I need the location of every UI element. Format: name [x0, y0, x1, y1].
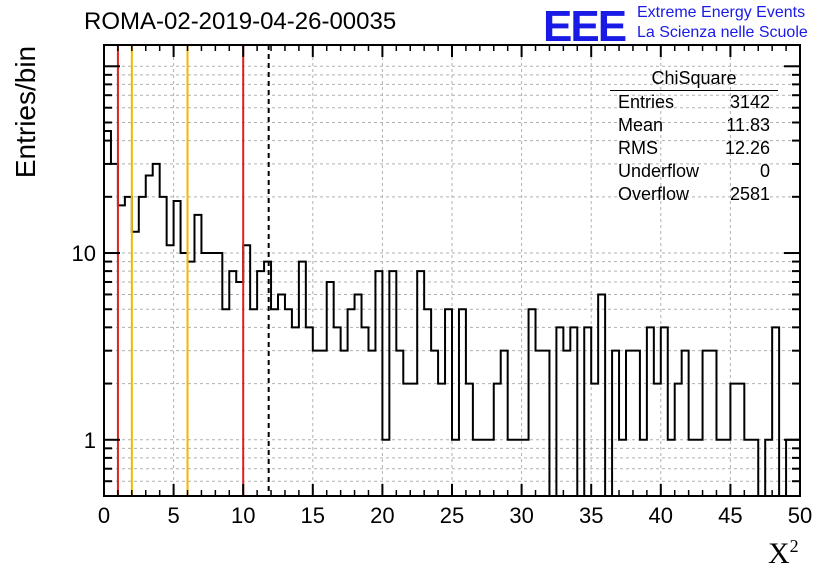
stats-value: 11.83 [726, 115, 770, 135]
stats-row: Entries 3142 [610, 91, 778, 114]
stats-value: 12.26 [724, 138, 770, 158]
stats-value: 0 [759, 161, 770, 181]
x-axis-label: X2 [768, 536, 799, 571]
ticks-layer: 0 5 10 15 20 25 30 35 40 45 50 1 10 [72, 45, 812, 528]
stats-value: 2581 [729, 184, 770, 204]
x-tick-label: 45 [718, 503, 742, 528]
vertical-lines-layer [116, 45, 270, 496]
stats-box-title: ChiSquare [610, 68, 778, 91]
x-axis-symbol: X [768, 537, 790, 570]
x-tick-label: 25 [440, 503, 464, 528]
y-axis-label: Entries/bin [10, 45, 41, 179]
x-tick-label: 50 [788, 503, 812, 528]
x-tick-label: 30 [509, 503, 533, 528]
stats-row: RMS 12.26 [610, 137, 778, 160]
stats-row: Underflow 0 [610, 160, 778, 183]
logo-subtitle-2: La Scienza nelle Scuole [637, 24, 808, 41]
run-title: ROMA-02-2019-04-26-00035 [84, 8, 397, 35]
stats-box: ChiSquare Entries 3142 Mean 11.83 RMS 12.26… [610, 68, 778, 206]
x-tick-label: 5 [167, 503, 179, 528]
x-tick-label: 0 [98, 503, 110, 528]
stats-label: Entries [618, 92, 675, 112]
y-tick-label: 10 [72, 241, 96, 266]
logo-subtitle-1: Extreme Energy Events [637, 4, 806, 21]
histogram-outline [104, 130, 800, 497]
stats-label: Mean [618, 115, 664, 135]
stats-label: Overflow [618, 184, 690, 204]
stats-row: Mean 11.83 [610, 114, 778, 137]
stats-row: Overflow 2581 [610, 183, 778, 206]
x-tick-label: 15 [301, 503, 325, 528]
stats-label: Underflow [618, 161, 700, 181]
stats-label: RMS [618, 138, 658, 158]
stats-value: 3142 [729, 92, 770, 112]
x-tick-label: 10 [231, 503, 255, 528]
x-axis-superscript: 2 [789, 536, 799, 556]
x-tick-label: 20 [370, 503, 394, 528]
histogram-layer [104, 130, 800, 497]
eee-logo: EEE [543, 2, 627, 51]
y-tick-label: 1 [84, 428, 96, 453]
x-tick-label: 40 [649, 503, 673, 528]
x-tick-label: 35 [579, 503, 603, 528]
